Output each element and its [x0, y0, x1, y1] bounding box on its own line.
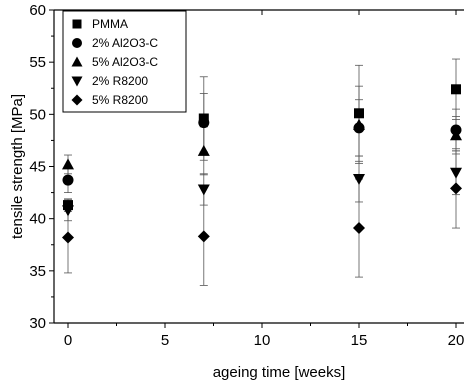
data-point [197, 184, 210, 196]
y-axis-title: tensile strength [MPa] [9, 94, 26, 239]
x-axis: 0 5 10 15 20 [64, 10, 464, 349]
data-point [354, 108, 364, 119]
x-axis-title: ageing time [weeks] [213, 364, 346, 381]
legend-marker [71, 76, 83, 87]
data-point [197, 144, 210, 156]
data-point [62, 158, 74, 170]
data-point [450, 167, 462, 179]
legend-label: 2% R8200 [92, 74, 148, 88]
y-tick-label: 40 [29, 211, 46, 228]
x-tick-label: 10 [254, 332, 271, 349]
legend: PMMA 2% Al2O3-C 5% Al2O3-C 2% R8200 5% R8200 [62, 10, 187, 113]
data-point [62, 231, 74, 244]
y-tick-label: 35 [29, 263, 46, 280]
data-point [450, 182, 462, 195]
data-point [62, 205, 74, 217]
y-tick-label: 55 [29, 54, 46, 71]
legend-label: 5% Al2O3-C [92, 55, 158, 69]
data-point [63, 200, 73, 211]
y-tick-label: 60 [29, 2, 46, 19]
data-point [198, 117, 210, 129]
y-tick-label: 30 [29, 315, 46, 332]
data-markers [62, 84, 462, 244]
y-axis: 30 35 40 45 50 55 60 [29, 2, 54, 332]
legend-marker [71, 56, 83, 67]
y-tick-label: 45 [29, 159, 46, 176]
data-point [197, 230, 210, 243]
x-tick-label: 0 [64, 332, 72, 349]
legend-marker [71, 94, 83, 106]
legend-label: PMMA [92, 17, 128, 31]
data-point [62, 174, 74, 186]
data-point [353, 222, 365, 235]
x-tick-label: 15 [351, 332, 368, 349]
legend-marker [72, 38, 82, 48]
data-point [353, 118, 365, 130]
x-tick-label: 5 [161, 332, 169, 349]
legend-label: 2% Al2O3-C [92, 36, 158, 50]
y-tick-label: 50 [29, 106, 46, 123]
data-point [451, 84, 461, 95]
legend-label: 5% R8200 [92, 93, 148, 107]
legend-box [62, 10, 187, 113]
x-tick-label: 20 [448, 332, 464, 349]
data-point [450, 129, 462, 141]
legend-marker [72, 19, 82, 29]
data-point [353, 174, 365, 186]
